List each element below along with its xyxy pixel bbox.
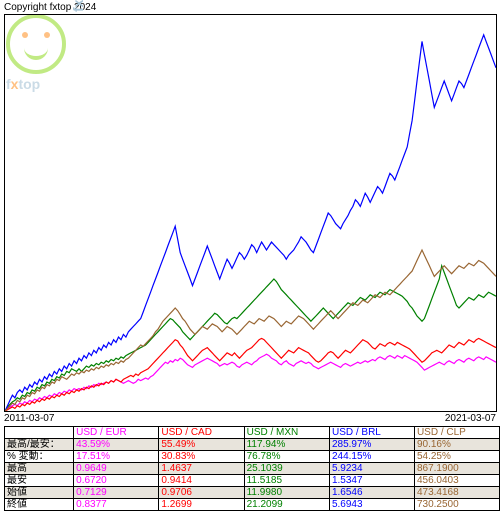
table-cell: 11.5185 — [244, 475, 329, 487]
table-row-label: 最高 — [5, 463, 74, 475]
table-cell: 0.6720 — [74, 475, 159, 487]
table-cell: 76.78% — [244, 451, 329, 463]
table-column-header: USD / EUR — [74, 427, 159, 439]
x-axis-end-label: 2021-03-07 — [445, 413, 496, 424]
table-row: 終値0.83771.269921.20995.6943730.2500 — [5, 499, 500, 511]
table-column-header: USD / CAD — [159, 427, 244, 439]
table-row: 最安0.67200.941411.51851.5347456.0403 — [5, 475, 500, 487]
chart-svg — [5, 15, 496, 411]
table-cell: 0.8377 — [74, 499, 159, 511]
series-line — [5, 338, 496, 411]
table-cell: 473.4168 — [414, 487, 499, 499]
table-cell: 1.2699 — [159, 499, 244, 511]
table-blank-cell — [5, 427, 74, 439]
table-cell: 90.16% — [414, 439, 499, 451]
table-cell: 456.0403 — [414, 475, 499, 487]
series-line — [5, 250, 496, 411]
table-cell: 0.9706 — [159, 487, 244, 499]
table-cell: 30.83% — [159, 451, 244, 463]
logo-url-text: fxtop.com — [70, 0, 86, 12]
table-cell: 54.25% — [414, 451, 499, 463]
table-cell: 0.9414 — [159, 475, 244, 487]
table-cell: 0.7129 — [74, 487, 159, 499]
table-cell: 25.1039 — [244, 463, 329, 475]
table-cell: 285.97% — [329, 439, 414, 451]
table-row-label: 終値 — [5, 499, 74, 511]
table-cell: 43.59% — [74, 439, 159, 451]
table-column-header: USD / BRL — [329, 427, 414, 439]
table-cell: 1.6546 — [329, 487, 414, 499]
table-cell: 21.2099 — [244, 499, 329, 511]
table-header-row: USD / EURUSD / CADUSD / MXNUSD / BRLUSD … — [5, 427, 500, 439]
exchange-rate-chart — [4, 14, 497, 412]
table-cell: 1.4637 — [159, 463, 244, 475]
table-column-header: USD / MXN — [244, 427, 329, 439]
table-cell: 117.94% — [244, 439, 329, 451]
stats-table: USD / EURUSD / CADUSD / MXNUSD / BRLUSD … — [4, 426, 500, 511]
table-cell: 11.9980 — [244, 487, 329, 499]
table-row: % 変動：17.51%30.83%76.78%244.15%54.25% — [5, 451, 500, 463]
x-axis-start-label: 2011-03-07 — [4, 413, 54, 424]
series-line — [5, 354, 496, 411]
table-row-label: 最安 — [5, 475, 74, 487]
table-cell: 244.15% — [329, 451, 414, 463]
table-row-label: % 変動： — [5, 451, 74, 463]
table-cell: 730.2500 — [414, 499, 499, 511]
table-row-label: 始値 — [5, 487, 74, 499]
table-cell: 17.51% — [74, 451, 159, 463]
table-cell: 0.9649 — [74, 463, 159, 475]
table-cell: 55.49% — [159, 439, 244, 451]
table-cell: 5.9234 — [329, 463, 414, 475]
table-row: 最高/最安：43.59%55.49%117.94%285.97%90.16% — [5, 439, 500, 451]
table-column-header: USD / CLP — [414, 427, 499, 439]
table-row: 始値0.71290.970611.99801.6546473.4168 — [5, 487, 500, 499]
table-cell: 1.5347 — [329, 475, 414, 487]
series-line — [5, 35, 496, 411]
table-cell: 867.1900 — [414, 463, 499, 475]
table-row-label: 最高/最安： — [5, 439, 74, 451]
table-cell: 5.6943 — [329, 499, 414, 511]
table-row: 最高0.96491.463725.10395.9234867.1900 — [5, 463, 500, 475]
